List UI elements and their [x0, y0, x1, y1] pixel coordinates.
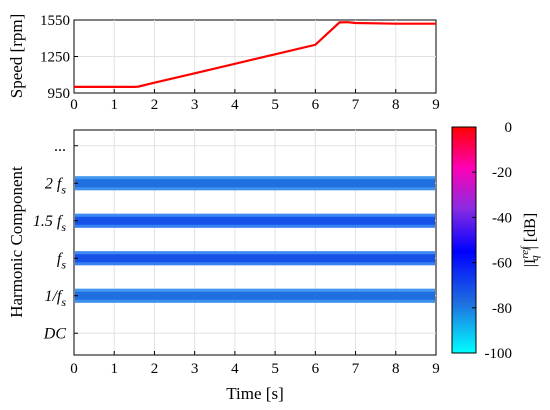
colorbar-tick-label: -40	[492, 210, 512, 226]
colorbar-tick-label: -100	[485, 346, 513, 362]
colorbar-tick-label: -60	[492, 256, 512, 272]
speed-plot-grid	[74, 20, 436, 93]
harmonic-plot: 0 1 2 3 4 5 6 7 8 9 ... 2 fs 1.5 fs fs 1/fs DC Time [s…	[7, 129, 440, 403]
speed-xtick-label: 2	[151, 97, 159, 113]
colorbar-gradient	[451, 126, 477, 354]
harmonic-ytick-label: 2 fs	[45, 175, 66, 196]
harmonic-band-highlight	[75, 299, 435, 303]
colorbar-tick-label: -20	[492, 165, 512, 181]
speed-plot: 0 1 2 3 4 5 6 7 8 9 950 1250 1550 Speed [rpm]	[7, 13, 440, 113]
harmonic-ytick-label: DC	[43, 325, 67, 342]
speed-xtick-label: 3	[191, 97, 199, 113]
harmonic-band-highlight	[75, 288, 435, 292]
harmonic-xlabel: Time [s]	[226, 384, 283, 403]
harmonic-xtick-label: 4	[231, 361, 239, 377]
speed-plot-xticks: 0 1 2 3 4 5 6 7 8 9	[70, 89, 440, 113]
harmonic-ytick-label: 1/fs	[44, 288, 66, 309]
speed-xtick-label: 6	[312, 97, 320, 113]
speed-xtick-label: 7	[352, 97, 360, 113]
speed-ytick-label: 950	[48, 86, 71, 102]
harmonic-band	[75, 176, 435, 191]
harmonic-xtick-label: 9	[432, 361, 440, 377]
harmonic-plot-frame	[73, 129, 437, 356]
harmonic-plot-yticks: ... 2 fs 1.5 fs fs 1/fs DC	[33, 138, 78, 342]
speed-xtick-label: 1	[110, 97, 118, 113]
harmonic-band-highlight	[75, 213, 435, 217]
harmonic-xtick-label: 8	[392, 361, 400, 377]
colorbar: 0 -20 -40 -60 -80 -100 |Irefq| [dB]	[451, 120, 541, 362]
colorbar-ticks: 0 -20 -40 -60 -80 -100	[472, 120, 512, 362]
harmonic-xtick-label: 5	[271, 361, 279, 377]
colorbar-tick-label: -80	[492, 301, 512, 317]
harmonic-band-highlight	[75, 262, 435, 266]
harmonic-bands	[75, 176, 435, 303]
harmonic-band	[75, 213, 435, 228]
harmonic-band	[75, 251, 435, 266]
harmonic-plot-xticks: 0 1 2 3 4 5 6 7 8 9	[70, 351, 440, 377]
harmonic-ytick-label: 1.5 fs	[33, 213, 66, 234]
harmonic-xtick-label: 7	[352, 361, 360, 377]
speed-xtick-label: 5	[271, 97, 279, 113]
harmonic-xtick-label: 0	[70, 361, 78, 377]
harmonic-ylabel: Harmonic Component	[7, 166, 26, 318]
speed-ytick-label: 1250	[40, 50, 70, 66]
harmonic-band	[75, 288, 435, 303]
speed-ytick-label: 1550	[40, 13, 70, 29]
harmonic-xtick-label: 1	[110, 361, 118, 377]
speed-xtick-label: 0	[70, 97, 78, 113]
harmonic-band-highlight	[75, 176, 435, 180]
harmonic-band-highlight	[75, 224, 435, 228]
harmonic-xtick-label: 2	[151, 361, 159, 377]
speed-ylabel: Speed [rpm]	[7, 14, 26, 99]
harmonic-xtick-label: 3	[191, 361, 199, 377]
harmonic-xtick-label: 6	[312, 361, 320, 377]
speed-xtick-label: 8	[392, 97, 400, 113]
colorbar-tick-label: 0	[505, 120, 513, 136]
speed-plot-yticks: 950 1250 1550	[40, 13, 78, 102]
speed-xtick-label: 9	[432, 97, 440, 113]
harmonic-ytick-label: fs	[57, 250, 66, 271]
colorbar-label: |Irefq| [dB]	[519, 213, 541, 267]
speed-series-line	[74, 21, 436, 88]
harmonic-band-highlight	[75, 187, 435, 191]
harmonic-ytick-label: ...	[54, 138, 66, 155]
speed-xtick-label: 4	[231, 97, 239, 113]
harmonic-band-highlight	[75, 251, 435, 255]
